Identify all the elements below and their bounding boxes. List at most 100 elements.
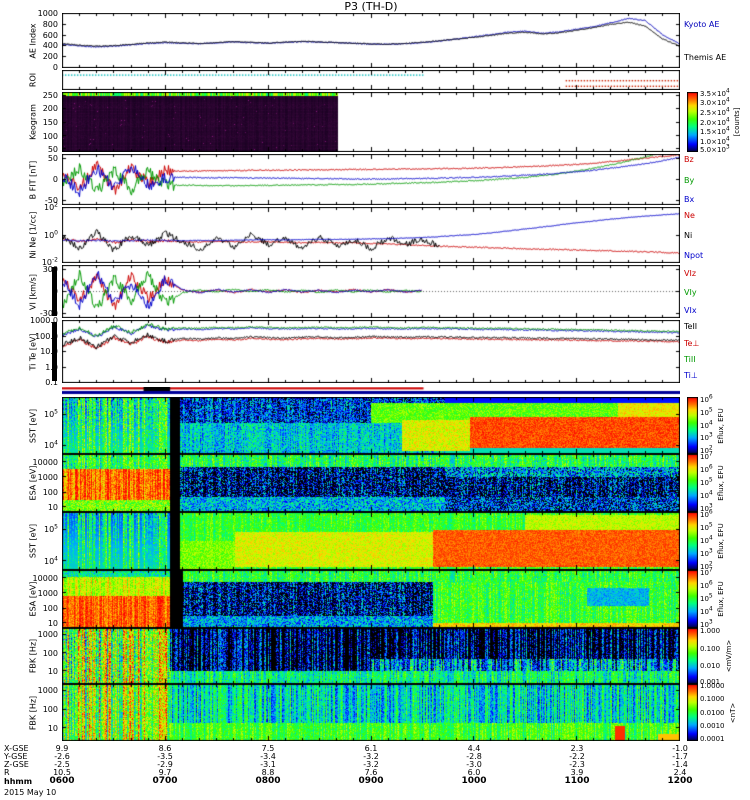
bfit-legend-by: By: [684, 175, 695, 185]
temp-plot-canvas: [62, 320, 680, 383]
eph-value: -1.0: [672, 744, 688, 753]
fbk_b-ytick-1000: 1000: [37, 685, 58, 695]
ae-ytick-0: 0: [52, 63, 58, 72]
den-ytick-10-0: 100: [43, 228, 58, 240]
keo-ytick-150: 150: [42, 118, 58, 127]
vel-ytick-300: -300: [39, 309, 58, 319]
fbk_b-cbtick-1-0000: 1.0000: [700, 682, 725, 691]
fbk_e-cbtick-1-000: 1.000: [700, 627, 721, 636]
eph-value: 4.4: [467, 744, 481, 753]
fbk_b-ytick-100: 100: [42, 705, 58, 715]
temp-legend-teii: TeII: [684, 322, 698, 332]
time-tick-0700: 0700: [152, 776, 178, 786]
eph-row-label-y-gse: Y-GSE: [4, 752, 28, 761]
esa_e-colorbar: [687, 570, 698, 628]
ae-ytick-200: 200: [42, 52, 58, 62]
bfit-plot-canvas: [62, 154, 680, 205]
ae-ytick-1000: 1000: [37, 9, 58, 18]
ae-legend-themis-ae: Themis AE: [684, 53, 727, 62]
keo-cbtick-5-0-10-3: 5.0×103: [700, 143, 730, 155]
bfit-legend-bx: Bx: [684, 194, 695, 204]
fbk_b-cbtick-0-0001: 0.0001: [700, 734, 725, 743]
sst_i-cbtick-10-5: 105: [700, 406, 713, 417]
panel-esa_e: ESA [eV] 10000 1000 100 10 107 106 105 104 103 Efl…: [0, 566, 750, 629]
eph-row-label-z-gse: Z-GSE: [4, 760, 29, 769]
panel-roi: ROI: [0, 70, 750, 90]
esa_i-cbtick-10-6: 106: [700, 463, 713, 475]
den-legend-npot: Npot: [684, 250, 704, 260]
ae-ytick-800: 800: [42, 19, 58, 29]
sst_e-ytick-10-5: 105: [43, 523, 58, 535]
eph-row-label-x-gse: X-GSE: [4, 744, 29, 753]
sst_i-cbtick-10-3: 103: [700, 431, 713, 443]
esa_e-cbtick-10-6: 106: [700, 579, 713, 591]
panel-bfit: B FIT [nT] 50 0 -50 Bz By Bx: [0, 154, 750, 205]
fbk_b-cbtick-0-0100: 0.0100: [700, 708, 725, 717]
bfit-ytick-50: -50: [44, 195, 58, 205]
temp-ytick-0-1: 0.1: [45, 378, 58, 387]
esa_i-cbtick-10-5: 105: [700, 476, 713, 487]
keo-cbtick-1-0-10-4: 1.0×104: [700, 135, 730, 146]
eph-value: 2.4: [673, 768, 687, 777]
keo-cbtick-2-5-10-4: 2.5×104: [700, 106, 730, 117]
fbk_e-plot-canvas: [62, 628, 680, 684]
fbk_e-cbtick-0-100: 0.100: [700, 644, 721, 653]
esa_i-cbtick-10-7: 107: [700, 450, 713, 461]
eph-value: 9.9: [55, 744, 69, 753]
bfit-ytick-50: 50: [47, 154, 58, 164]
esa_e-cbtick-10-5: 105: [700, 592, 713, 603]
sst_e-cbtick-10-5: 105: [700, 521, 713, 533]
fbk_e-colorbar: [687, 628, 698, 684]
bars-plot-canvas: [62, 387, 680, 395]
fbk_e-cbtick-0-010: 0.010: [700, 661, 721, 670]
time-tick-1200: 1200: [667, 776, 693, 786]
esa_e-cbtick-10-7: 107: [700, 566, 713, 577]
eph-value: 8.8: [261, 768, 275, 777]
eph-value: -2.5: [54, 760, 70, 769]
keo-plot-canvas: [62, 92, 680, 152]
sst_e-cbtick-10-4: 104: [700, 534, 713, 545]
sst_e-colorbar: [687, 512, 698, 570]
sst_e-ytick-10-4: 104: [43, 555, 58, 567]
eph-value: 3.9: [570, 768, 584, 777]
keo-cbtick-1-5-10-4: 1.5×104: [700, 125, 730, 137]
ae-plot-canvas: [62, 13, 680, 68]
eph-value: -2.2: [569, 752, 585, 761]
keo-ytick-100: 100: [42, 131, 58, 141]
vel-plot-canvas: [62, 265, 680, 318]
panel-fbk_e: FBK [Hz] 1000 100 10 1.000 0.100 0.010 0.001 <mV…: [0, 627, 750, 687]
panel-sst_e: SST [eV] 105 104 106 105 104 103 102 Eflux, EFU: [0, 509, 750, 571]
eph-value: -2.8: [466, 752, 482, 761]
eph-value: -2.9: [157, 760, 173, 769]
eph-value: -3.0: [466, 760, 482, 769]
temp-legend-te: Te⊥: [684, 338, 700, 348]
fbk_e-cbtick-0-001: 0.001: [700, 678, 721, 687]
keo-ytick-200: 200: [42, 104, 58, 114]
vel-legend-vix: VIx: [684, 306, 697, 316]
panel-esa_i: ESA [eV] 10000 1000 100 10 107 106 105 104 103 Efl…: [0, 450, 750, 513]
eph-value: -3.2: [363, 760, 379, 769]
sst_i-plot-canvas: [62, 397, 680, 454]
sst_i-ytick-10-4: 104: [43, 439, 58, 451]
temp-flag-bar: [52, 322, 57, 381]
panel-den: Ni Ne [1/cc] 102 100 10-2 Ne Ni Npot: [0, 202, 750, 267]
den-ytick-10-2: 102: [43, 201, 58, 212]
esa_i-cbtick-10-4: 104: [700, 489, 713, 500]
bfit-ytick-0: 0: [52, 175, 58, 184]
keo-ytick-250: 250: [42, 91, 58, 100]
time-axis-label: hhmm: [4, 777, 33, 786]
keo-cbtick-2-0-10-4: 2.0×104: [700, 116, 730, 127]
eph-value: 9.7: [158, 768, 172, 777]
sst_i-ytick-10-5: 105: [43, 408, 58, 420]
fbk_e-ytick-10: 10: [47, 667, 58, 677]
den-legend-ni: Ni: [684, 231, 693, 240]
time-tick-0800: 0800: [255, 776, 281, 786]
esa_i-colorbar: [687, 454, 698, 512]
esa_e-ytick-10: 10: [47, 619, 58, 629]
temp-ytick-100-0: 100.0: [35, 331, 58, 341]
sst_i-colorbar: [687, 397, 698, 454]
